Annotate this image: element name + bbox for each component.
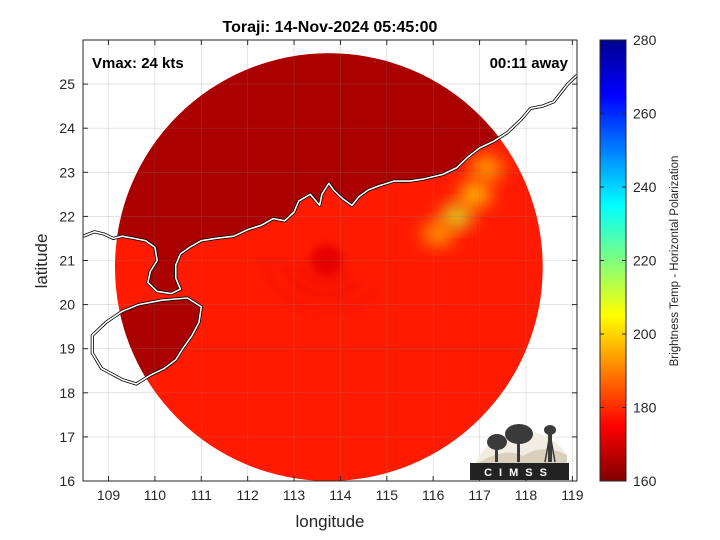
y-tick-label: 16	[59, 473, 75, 489]
y-tick-label: 18	[59, 385, 75, 401]
colorbar-tick-label: 240	[633, 179, 657, 195]
y-tick-label: 20	[59, 297, 75, 313]
warm-patch	[458, 183, 491, 206]
x-axis-ticks: 109 110 111 112 113 114 115 116 117 118 119	[97, 40, 584, 503]
x-tick-label: 110	[144, 487, 167, 503]
x-tick-label: 111	[191, 487, 212, 503]
y-axis-ticks: 16 17 18 19 20 21 22 23 24 25	[59, 76, 577, 489]
land-region	[114, 53, 543, 294]
coastlines	[83, 74, 577, 386]
vmax-annotation: Vmax: 24 kts	[92, 55, 184, 72]
x-tick-label: 117	[468, 487, 491, 503]
coastline-hainan	[91, 297, 203, 385]
y-tick-label: 22	[59, 208, 75, 224]
y-tick-label: 17	[59, 429, 75, 445]
y-tick-label: 24	[59, 120, 75, 136]
x-tick-label: 112	[237, 487, 260, 503]
warm-patch	[470, 156, 503, 179]
y-axis-label: latitude	[32, 234, 51, 289]
spiral-band	[298, 263, 350, 285]
colorbar-tick-label: 260	[633, 106, 657, 122]
x-tick-label: 119	[561, 487, 584, 503]
colorbar-tick-label: 280	[633, 32, 657, 48]
warm-patch	[440, 205, 473, 228]
time-away-annotation: 00:11 away	[490, 55, 569, 72]
colorbar-tick-label: 200	[633, 326, 657, 342]
x-axis-label: longitude	[295, 512, 364, 531]
colorbar-tick-label: 180	[633, 400, 657, 416]
y-tick-label: 19	[59, 341, 75, 357]
colorbar-label: Brightness Temp - Horizontal Polarizatio…	[669, 156, 681, 367]
coastline-mainland	[83, 74, 577, 295]
colorbar	[599, 39, 627, 482]
x-tick-label: 109	[97, 487, 121, 503]
y-tick-label: 23	[59, 164, 75, 180]
colorbar-tick-label: 160	[633, 473, 657, 489]
swath-image	[114, 53, 543, 481]
cimss-logo-text: CIMSS	[484, 467, 554, 479]
x-tick-label: 113	[283, 487, 306, 503]
x-tick-label: 116	[422, 487, 445, 503]
warm-patch	[421, 223, 454, 246]
spiral-band	[264, 264, 377, 313]
storm-core	[310, 244, 343, 277]
x-tick-label: 115	[376, 487, 399, 503]
colorbar-ticks: 160 180 200 220 240 260 280	[600, 32, 657, 489]
y-tick-label: 21	[59, 253, 75, 269]
x-tick-label: 114	[329, 487, 352, 503]
spiral-band	[282, 264, 362, 298]
chart-title: Toraji: 14-Nov-2024 05:45:00	[223, 19, 438, 36]
y-tick-label: 25	[59, 76, 75, 92]
cimss-logo: CIMSS	[470, 424, 569, 480]
colorbar-tick-label: 220	[633, 253, 657, 269]
x-tick-label: 118	[515, 487, 538, 503]
